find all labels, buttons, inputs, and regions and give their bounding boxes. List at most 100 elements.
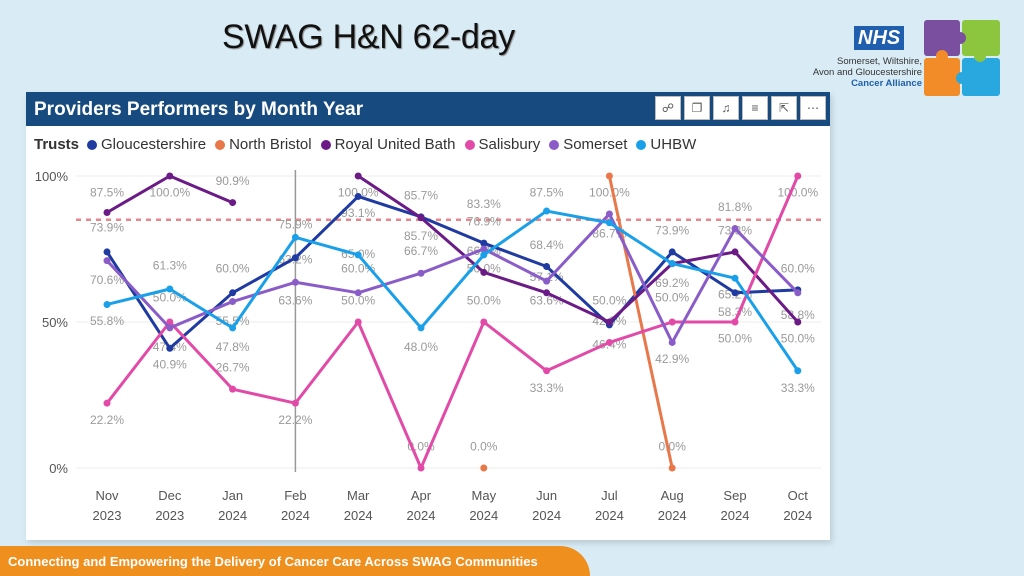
data-point-royal-united-bath bbox=[543, 289, 551, 297]
x-tick-year: 2024 bbox=[595, 508, 624, 523]
legend-item-north-bristol[interactable]: North Bristol bbox=[215, 136, 312, 153]
data-point-somerset bbox=[291, 278, 299, 286]
bell-icon[interactable]: ♫ bbox=[713, 96, 739, 120]
data-point-salisbury bbox=[543, 367, 551, 375]
legend-dot bbox=[87, 139, 98, 150]
data-label: 0.0% bbox=[659, 439, 687, 453]
nhs-logo: NHS bbox=[854, 26, 905, 50]
y-tick-label: 0% bbox=[49, 461, 68, 476]
data-point-uhbw bbox=[229, 324, 237, 332]
puzzle-icon bbox=[924, 20, 1000, 96]
x-tick-month: May bbox=[472, 488, 497, 503]
data-point-salisbury bbox=[229, 385, 237, 393]
y-tick-label: 100% bbox=[35, 169, 69, 184]
focus-icon[interactable]: ⇱ bbox=[771, 96, 797, 120]
legend-item-somerset[interactable]: Somerset bbox=[549, 136, 627, 153]
legend-item-royal-united-bath[interactable]: Royal United Bath bbox=[320, 136, 456, 153]
legend-item-gloucestershire[interactable]: Gloucestershire bbox=[87, 136, 206, 153]
x-tick-year: 2024 bbox=[281, 508, 310, 523]
data-label: 60.0% bbox=[781, 261, 815, 275]
legend-item-salisbury[interactable]: Salisbury bbox=[464, 136, 541, 153]
x-tick-year: 2024 bbox=[721, 508, 750, 523]
data-point-salisbury bbox=[605, 338, 613, 346]
x-tick-month: Apr bbox=[411, 488, 432, 503]
data-label: 83.3% bbox=[467, 197, 501, 211]
data-point-somerset bbox=[480, 245, 488, 253]
data-label: 100.0% bbox=[338, 185, 379, 199]
data-label: 69.2% bbox=[655, 276, 689, 290]
data-label: 58.3% bbox=[718, 305, 752, 319]
data-label: 93.1% bbox=[341, 206, 375, 220]
x-tick-month: Dec bbox=[158, 488, 182, 503]
data-point-uhbw bbox=[417, 324, 425, 332]
data-point-uhbw bbox=[543, 207, 551, 215]
pin-icon[interactable]: ☍ bbox=[655, 96, 681, 120]
data-point-uhbw bbox=[291, 233, 299, 241]
data-point-north-bristol bbox=[668, 464, 676, 472]
data-point-royal-united-bath bbox=[605, 318, 613, 326]
more-icon[interactable]: ⋯ bbox=[800, 96, 826, 120]
x-tick-year: 2023 bbox=[93, 508, 122, 523]
x-tick-month: Sep bbox=[723, 488, 746, 503]
data-point-somerset bbox=[166, 324, 174, 332]
data-point-salisbury bbox=[480, 318, 488, 326]
alliance-line-2: Avon and Gloucestershire bbox=[812, 67, 922, 78]
data-point-somerset bbox=[605, 210, 613, 218]
alliance-text: Somerset, Wiltshire, Avon and Gloucester… bbox=[813, 56, 922, 89]
legend-dot bbox=[215, 139, 226, 150]
legend-label: North Bristol bbox=[229, 136, 312, 153]
data-point-royal-united-bath bbox=[354, 172, 362, 180]
series-line-gloucestershire bbox=[105, 194, 798, 350]
alliance-line-3: Cancer Alliance bbox=[851, 78, 922, 89]
data-point-salisbury bbox=[103, 399, 111, 407]
chart-panel: Providers Performers by Month Year ☍ ❐ ♫… bbox=[26, 92, 830, 540]
line-chart: 100% 50% 0% Nov 2023 Dec 2023 Jan 2024 Feb 2024 Mar… bbox=[35, 169, 823, 523]
data-label: 73.9% bbox=[90, 220, 124, 234]
series-line-north-bristol bbox=[607, 175, 674, 469]
x-tick-year: 2024 bbox=[218, 508, 247, 523]
data-label: 42.9% bbox=[655, 352, 689, 366]
data-label: 81.8% bbox=[718, 200, 752, 214]
x-tick-year: 2024 bbox=[407, 508, 436, 523]
data-point-somerset bbox=[103, 257, 111, 265]
data-point-gloucestershire bbox=[354, 192, 362, 200]
legend-label: Somerset bbox=[563, 136, 628, 153]
data-label: 55.8% bbox=[90, 314, 124, 328]
filter-icon[interactable]: ≡ bbox=[742, 96, 768, 120]
legend-label: UHBW bbox=[650, 136, 697, 153]
data-label: 75.9% bbox=[278, 218, 312, 232]
x-tick-year: 2024 bbox=[532, 508, 561, 523]
data-label: 87.5% bbox=[90, 185, 124, 199]
data-point-somerset bbox=[731, 225, 739, 233]
x-tick-year: 2024 bbox=[344, 508, 373, 523]
data-point-royal-united-bath bbox=[417, 214, 425, 222]
legend-label: Salisbury bbox=[478, 136, 541, 153]
alliance-line-1: Somerset, Wiltshire, bbox=[837, 56, 922, 67]
copy-icon[interactable]: ❐ bbox=[684, 96, 710, 120]
data-label: 50.0% bbox=[467, 293, 501, 307]
data-point-somerset bbox=[794, 289, 802, 297]
data-label: 50.0% bbox=[592, 293, 626, 307]
data-label: 85.7% bbox=[404, 229, 438, 243]
series-line-uhbw bbox=[106, 209, 800, 372]
legend-label: Gloucestershire bbox=[101, 136, 207, 153]
data-label: 90.9% bbox=[216, 174, 250, 188]
data-point-uhbw bbox=[354, 251, 362, 259]
data-label: 63.6% bbox=[278, 293, 312, 307]
x-tick-month: Jan bbox=[222, 488, 243, 503]
data-label: 48.0% bbox=[404, 340, 438, 354]
series-line-royal-united-bath bbox=[357, 174, 799, 324]
data-label: 61.3% bbox=[153, 258, 187, 272]
data-label: 22.2% bbox=[90, 413, 124, 427]
data-point-somerset bbox=[417, 269, 425, 277]
data-label: 68.4% bbox=[530, 238, 564, 252]
data-point-royal-united-bath bbox=[794, 318, 802, 326]
data-point-uhbw bbox=[103, 300, 111, 308]
legend-dot bbox=[464, 139, 475, 150]
data-point-salisbury bbox=[731, 318, 739, 326]
data-point-salisbury bbox=[417, 464, 425, 472]
data-point-somerset bbox=[543, 277, 551, 285]
data-point-gloucestershire bbox=[480, 239, 488, 247]
legend-item-uhbw[interactable]: UHBW bbox=[636, 136, 696, 153]
visual-toolbar: ☍ ❐ ♫ ≡ ⇱ ⋯ bbox=[655, 96, 826, 120]
